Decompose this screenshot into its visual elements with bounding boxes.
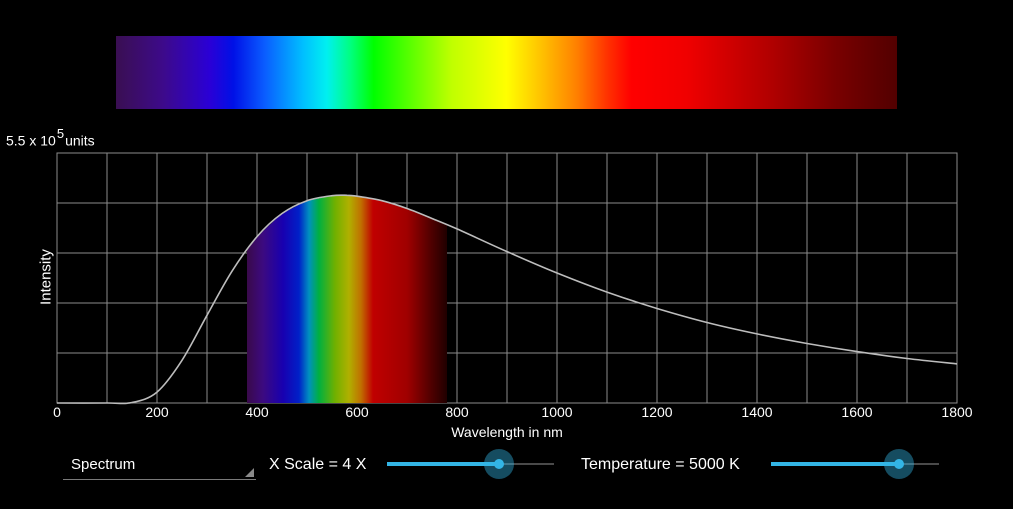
x-tick-label: 200 <box>145 404 169 420</box>
x-tick-label: 1400 <box>741 404 772 420</box>
spectrum-dropdown[interactable]: Spectrum <box>63 452 256 480</box>
x-scale-slider-thumb[interactable] <box>483 449 514 479</box>
x-axis-label: Wavelength in nm <box>451 424 563 440</box>
dropdown-corner-icon <box>245 468 254 477</box>
x-tick-labels: 0 200 400 600 800 1000 1200 1400 1600 1800 <box>53 404 973 420</box>
x-scale-slider-fill <box>387 462 499 466</box>
temperature-slider[interactable] <box>771 449 939 479</box>
y-scale-mantissa: 5.5 x 10 <box>6 132 56 149</box>
chart-grid <box>57 153 957 403</box>
y-scale-label: 5.5 x 105units <box>6 126 95 149</box>
x-tick-label: 1200 <box>641 404 672 420</box>
x-tick-label: 600 <box>345 404 369 420</box>
x-scale-slider[interactable] <box>387 449 554 479</box>
visible-spectrum-fill <box>247 195 447 403</box>
temperature-label: Temperature = 5000 K <box>581 456 740 473</box>
x-tick-label: 800 <box>445 404 469 420</box>
x-tick-label: 0 <box>53 404 61 420</box>
y-scale-unit: units <box>65 132 95 149</box>
x-tick-label: 1000 <box>541 404 572 420</box>
y-scale-exponent: 5 <box>56 126 65 141</box>
intensity-curve <box>56 194 958 405</box>
x-tick-label: 1800 <box>941 404 972 420</box>
x-tick-label: 1600 <box>841 404 872 420</box>
temperature-slider-fill <box>771 462 899 466</box>
x-tick-label: 400 <box>245 404 269 420</box>
temperature-slider-thumb[interactable] <box>883 449 914 479</box>
x-scale-label: X Scale = 4 X <box>269 456 367 473</box>
spectrum-dropdown-label: Spectrum <box>71 456 136 473</box>
color-spectrum-bar <box>116 36 897 109</box>
